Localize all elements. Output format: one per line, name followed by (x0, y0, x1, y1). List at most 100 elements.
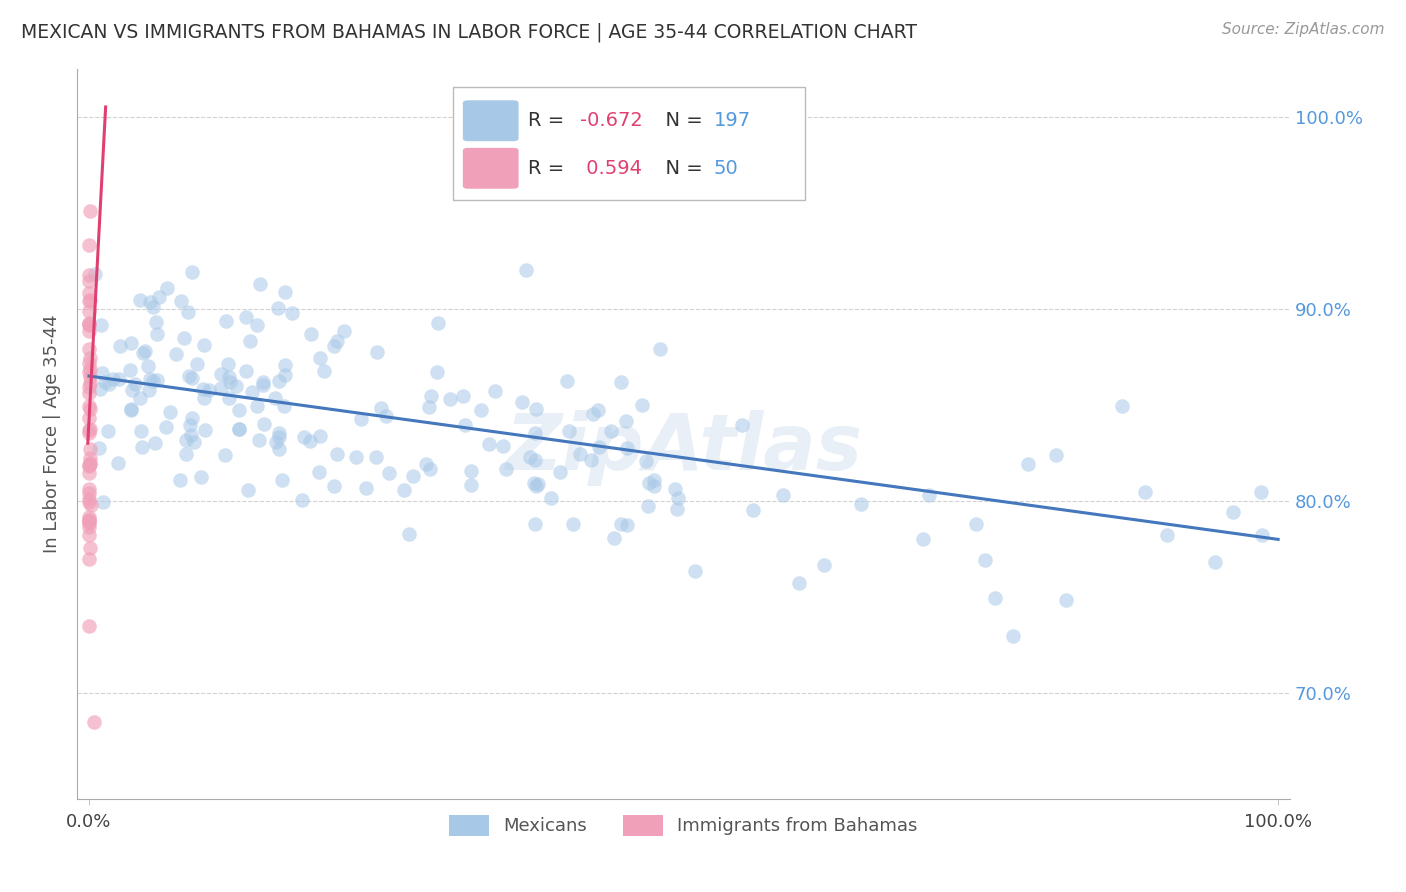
Point (134, 343, 156, 358)
Point (218, 392, 240, 406)
Point (146, 373, 169, 387)
Point (269, 442, 291, 457)
Point (77, 482, 100, 496)
Point (374, 409, 396, 424)
Point (1156, 528, 1178, 542)
Point (239, 334, 262, 348)
Point (267, 430, 290, 444)
Point (484, 384, 506, 398)
Point (274, 285, 297, 299)
Point (731, 418, 754, 433)
Point (1250, 485, 1272, 500)
Point (169, 473, 191, 487)
Point (77, 495, 100, 509)
Point (87, 441, 110, 455)
Point (322, 339, 344, 353)
Point (548, 465, 571, 479)
Point (308, 429, 330, 443)
Point (451, 389, 474, 403)
Point (789, 576, 811, 591)
Point (177, 305, 200, 319)
Point (79, 421, 101, 435)
Point (91, 366, 114, 380)
Point (209, 381, 232, 395)
Text: Source: ZipAtlas.com: Source: ZipAtlas.com (1222, 22, 1385, 37)
Point (79, 376, 101, 391)
Point (1111, 399, 1133, 413)
Text: R =: R = (529, 112, 571, 130)
Point (238, 483, 260, 497)
Point (515, 263, 537, 277)
Point (631, 398, 654, 412)
Point (586, 403, 609, 417)
Point (93, 375, 115, 389)
Point (453, 417, 475, 432)
Point (142, 300, 165, 314)
Point (155, 420, 177, 434)
Point (510, 395, 533, 409)
Point (235, 364, 257, 378)
Point (849, 497, 872, 511)
Point (183, 434, 205, 449)
Point (470, 403, 492, 417)
Point (581, 453, 603, 467)
Point (983, 591, 1005, 605)
Point (179, 417, 201, 432)
Point (79, 619, 101, 633)
Point (426, 366, 449, 380)
Point (180, 428, 202, 442)
Point (267, 425, 290, 440)
Point (79, 456, 101, 470)
Point (1017, 458, 1039, 472)
Point (253, 417, 276, 432)
Point (519, 450, 541, 465)
Point (266, 435, 288, 450)
Point (1045, 448, 1067, 462)
Point (129, 425, 152, 439)
Point (911, 532, 934, 546)
Point (460, 478, 482, 492)
Point (77, 411, 100, 425)
Point (1204, 555, 1226, 569)
Point (77, 399, 100, 413)
Point (145, 315, 167, 329)
Text: R =: R = (529, 159, 571, 178)
Point (159, 405, 181, 419)
Point (290, 492, 312, 507)
Point (918, 488, 941, 502)
Point (107, 456, 129, 470)
Point (79, 458, 101, 473)
Point (326, 447, 349, 461)
Point (84, 267, 107, 281)
Point (478, 437, 501, 451)
Point (354, 481, 377, 495)
Point (79, 457, 101, 471)
Point (120, 363, 142, 377)
Point (526, 401, 548, 416)
Point (79, 541, 101, 555)
Point (77, 458, 100, 472)
Point (665, 502, 688, 516)
Point (190, 470, 212, 484)
Point (77, 324, 100, 338)
Point (139, 295, 162, 310)
Point (636, 454, 658, 468)
Text: MEXICAN VS IMMIGRANTS FROM BAHAMAS IN LABOR FORCE | AGE 35-44 CORRELATION CHART: MEXICAN VS IMMIGRANTS FROM BAHAMAS IN LA… (21, 22, 917, 42)
Point (666, 491, 689, 505)
Point (274, 358, 297, 372)
Text: 197: 197 (714, 112, 751, 130)
Point (79, 451, 101, 466)
Point (420, 389, 443, 403)
Point (91, 495, 114, 509)
Point (540, 491, 562, 505)
Point (79, 293, 101, 307)
Point (97, 376, 120, 391)
Point (77, 520, 100, 534)
Point (194, 423, 217, 437)
Point (314, 364, 336, 378)
Point (165, 346, 187, 360)
Point (246, 399, 269, 413)
Point (292, 429, 315, 443)
Point (79, 318, 101, 332)
Point (1054, 592, 1077, 607)
